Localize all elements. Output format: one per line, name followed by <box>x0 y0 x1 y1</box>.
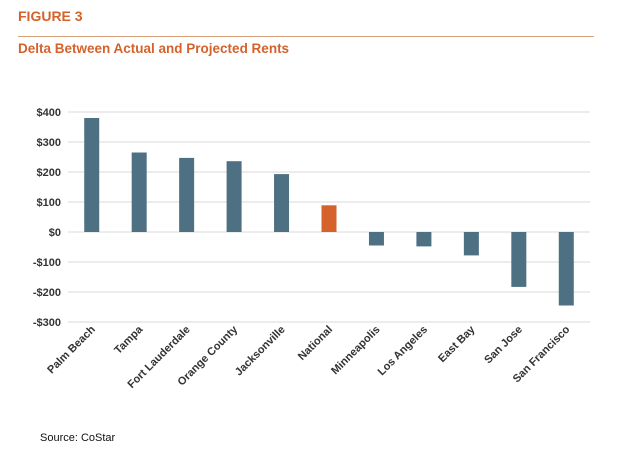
y-tick-label: -$300 <box>33 317 61 329</box>
x-tick-label: Tampa <box>112 323 146 357</box>
x-tick-label: Minneapolis <box>329 324 382 377</box>
x-tick-label: East Bay <box>436 323 478 365</box>
bar-orange-county <box>226 161 242 232</box>
bar-east-bay <box>463 232 479 256</box>
x-tick-label: Palm Beach <box>45 323 98 376</box>
figure-label: FIGURE 3 <box>18 8 83 24</box>
source-note: Source: CoStar <box>40 432 116 444</box>
bar-national <box>321 205 337 232</box>
x-tick-label: National <box>296 324 335 363</box>
y-tick-label: $200 <box>37 167 61 179</box>
x-tick-label: Los Angeles <box>376 324 430 378</box>
y-tick-label: $400 <box>37 107 61 119</box>
bar-jacksonville <box>274 174 290 232</box>
x-tick-label: Jacksonville <box>233 324 288 379</box>
y-tick-label: $300 <box>37 137 61 149</box>
bar-fort-lauderdale <box>179 157 195 232</box>
title-rule <box>18 36 594 37</box>
figure-title: Delta Between Actual and Projected Rents <box>18 41 290 56</box>
bar-san-jose <box>511 232 527 287</box>
x-tick-label: San Jose <box>482 324 525 367</box>
bar-minneapolis <box>368 232 384 246</box>
bar-tampa <box>131 152 147 232</box>
bar-san-francisco <box>558 232 574 306</box>
y-tick-label: -$200 <box>33 287 61 299</box>
bar-los-angeles <box>416 232 432 247</box>
y-tick-label: -$100 <box>33 257 61 269</box>
y-tick-label: $0 <box>49 227 61 239</box>
y-tick-label: $100 <box>37 197 61 209</box>
bar-palm-beach <box>84 118 100 232</box>
